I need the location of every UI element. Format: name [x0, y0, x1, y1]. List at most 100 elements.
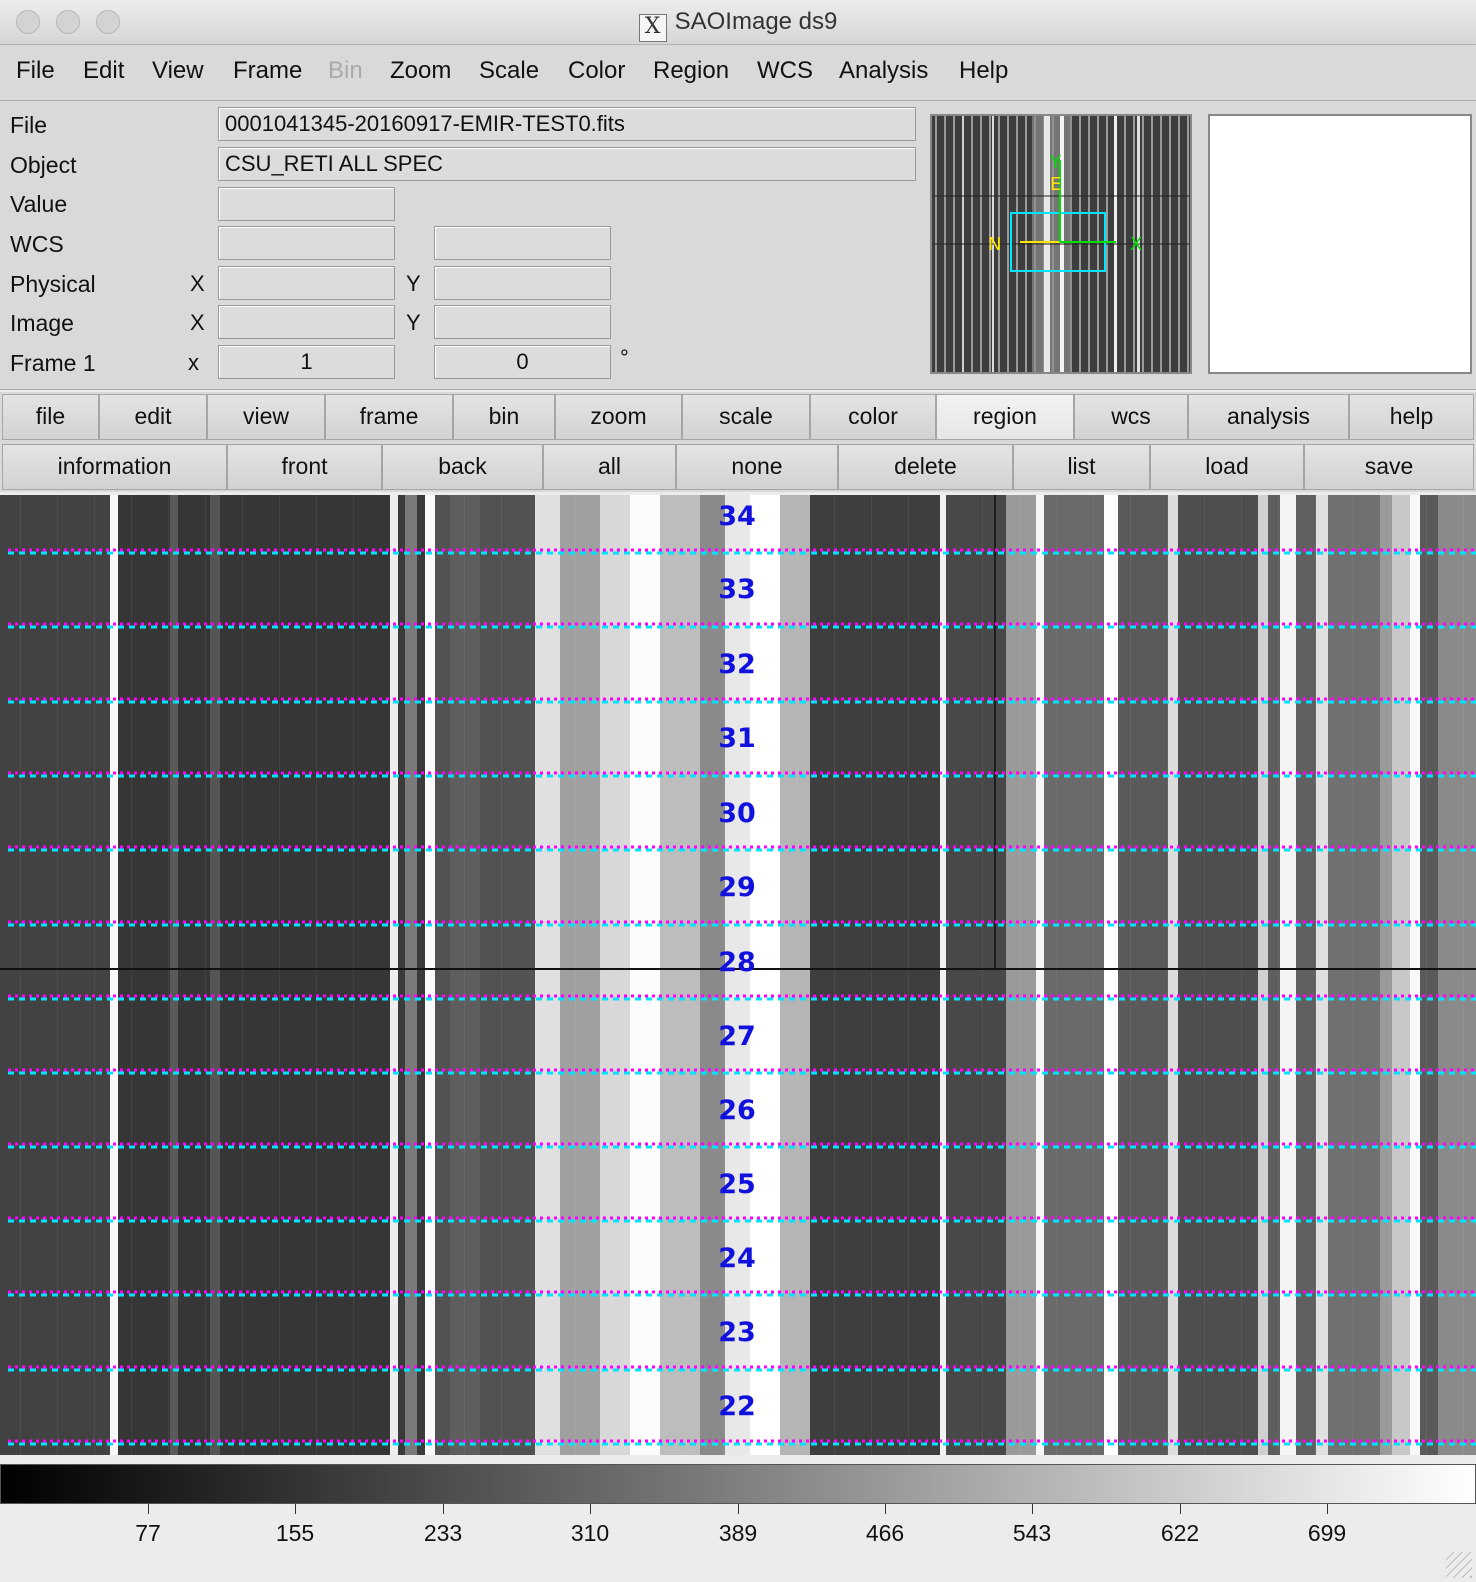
slitlet-label: 31 [718, 723, 756, 754]
button-color[interactable]: color [810, 394, 936, 440]
object-label: Object [10, 152, 77, 178]
image-label: Image [10, 310, 74, 336]
panner-east-label: E [1050, 174, 1061, 195]
button-region[interactable]: region [936, 394, 1074, 440]
button-edit[interactable]: edit [99, 394, 207, 440]
panner-north-label: N [988, 234, 1001, 255]
colorbar-tick [885, 1504, 886, 1514]
wcs-field-1 [218, 226, 395, 260]
menu-bin: Bin [328, 57, 363, 84]
button-region-load[interactable]: load [1150, 444, 1304, 490]
menu-frame[interactable]: Frame [233, 57, 303, 84]
colorbar-ticks: 77 155 233 310 389 466 543 622 699 [0, 1504, 1476, 1582]
slitlet-label: 30 [718, 798, 756, 829]
menu-zoom[interactable]: Zoom [390, 57, 452, 84]
menu-view[interactable]: View [152, 57, 204, 84]
image-y-label: Y [406, 310, 421, 335]
slitlet-label: 32 [718, 649, 756, 680]
slitlet-label: 26 [718, 1095, 756, 1126]
button-analysis[interactable]: analysis [1188, 394, 1349, 440]
image-y-field [434, 305, 611, 339]
slitlet-label: 25 [718, 1169, 756, 1200]
close-window-button[interactable] [16, 10, 40, 34]
file-field: 0001041345-20160917-EMIR-TEST0.fits [218, 107, 916, 141]
frame-x-label: x [188, 350, 199, 375]
info-panel: File Object Value WCS Physical Image Fra… [0, 101, 1476, 390]
image-canvas[interactable]: 34 33 32 31 30 29 28 27 26 25 24 23 22 [0, 495, 1476, 1455]
minimize-window-button[interactable] [56, 10, 80, 34]
colorbar-tick-label: 233 [423, 1520, 463, 1546]
colorbar-tick [295, 1504, 296, 1514]
window-title: SAOImage ds9 [674, 8, 838, 35]
button-frame[interactable]: frame [325, 394, 453, 440]
colorbar-tick [738, 1504, 739, 1514]
colorbar-tick [443, 1504, 444, 1514]
menubar: File Edit View Frame Bin Zoom Scale Colo… [0, 45, 1476, 101]
colorbar-tick [590, 1504, 591, 1514]
colorbar-tick-label: 699 [1307, 1520, 1347, 1546]
degree-symbol: ° [620, 345, 629, 370]
button-region-save[interactable]: save [1304, 444, 1474, 490]
region-button-bar: information front back all none delete l… [0, 442, 1476, 492]
colorbar-tick [1032, 1504, 1033, 1514]
colorbar-tick-label: 466 [865, 1520, 905, 1546]
value-label: Value [10, 191, 68, 217]
wcs-label: WCS [10, 231, 64, 257]
button-region-list[interactable]: list [1013, 444, 1150, 490]
x11-app-icon: X [638, 14, 667, 42]
physical-y-label: Y [406, 271, 421, 296]
physical-y-field [434, 266, 611, 300]
slitlet-labels: 34 33 32 31 30 29 28 27 26 25 24 23 22 [718, 501, 756, 1422]
button-region-none[interactable]: none [676, 444, 838, 490]
title-bar: X SAOImage ds9 [0, 0, 1476, 45]
button-region-all[interactable]: all [543, 444, 676, 490]
button-wcs[interactable]: wcs [1074, 394, 1188, 440]
slitlet-label: 34 [718, 501, 756, 532]
file-label: File [10, 112, 48, 138]
button-file[interactable]: file [2, 394, 99, 440]
zoom-window-button[interactable] [96, 10, 120, 34]
slitlet-label: 22 [718, 1391, 756, 1422]
menu-analysis[interactable]: Analysis [839, 57, 929, 84]
menu-file[interactable]: File [16, 57, 55, 84]
colorbar-tick-label: 389 [718, 1520, 758, 1546]
button-region-back[interactable]: back [382, 444, 543, 490]
button-region-front[interactable]: front [227, 444, 382, 490]
image-x-label: X [190, 310, 205, 335]
physical-x-label: X [190, 271, 205, 296]
button-bin[interactable]: bin [453, 394, 555, 440]
button-view[interactable]: view [207, 394, 325, 440]
button-zoom[interactable]: zoom [555, 394, 682, 440]
frame-angle-field: 0 [434, 345, 611, 379]
panner[interactable]: N E X Y [930, 114, 1192, 374]
slitlet-label: 27 [718, 1021, 756, 1052]
panner-y-label: Y [1049, 152, 1062, 173]
colorbar-tick [1180, 1504, 1181, 1514]
colorbar-tick-label: 543 [1012, 1520, 1052, 1546]
magnifier [1208, 114, 1472, 374]
slitlet-label: 24 [718, 1243, 756, 1274]
button-help[interactable]: help [1349, 394, 1474, 440]
frame-label: Frame 1 [10, 350, 96, 376]
menu-wcs[interactable]: WCS [757, 57, 813, 84]
colorbar[interactable] [0, 1464, 1476, 1504]
menu-region[interactable]: Region [653, 57, 730, 84]
menu-scale[interactable]: Scale [479, 57, 540, 84]
button-region-information[interactable]: information [2, 444, 227, 490]
colorbar-tick [1327, 1504, 1328, 1514]
button-region-delete[interactable]: delete [838, 444, 1013, 490]
colorbar-tick-label: 310 [570, 1520, 610, 1546]
panner-x-label: X [1130, 234, 1142, 255]
menu-edit[interactable]: Edit [83, 57, 125, 84]
resize-grip-icon[interactable] [1446, 1552, 1472, 1578]
menu-color[interactable]: Color [568, 57, 626, 84]
slitlet-regions [8, 548, 1476, 1446]
colorbar-tick-label: 622 [1160, 1520, 1200, 1546]
button-scale[interactable]: scale [682, 394, 810, 440]
slitlet-label: 29 [718, 872, 756, 903]
menu-help[interactable]: Help [959, 57, 1009, 84]
value-field [218, 187, 395, 221]
slitlet-label: 23 [718, 1317, 756, 1348]
physical-x-field [218, 266, 395, 300]
image-x-field [218, 305, 395, 339]
